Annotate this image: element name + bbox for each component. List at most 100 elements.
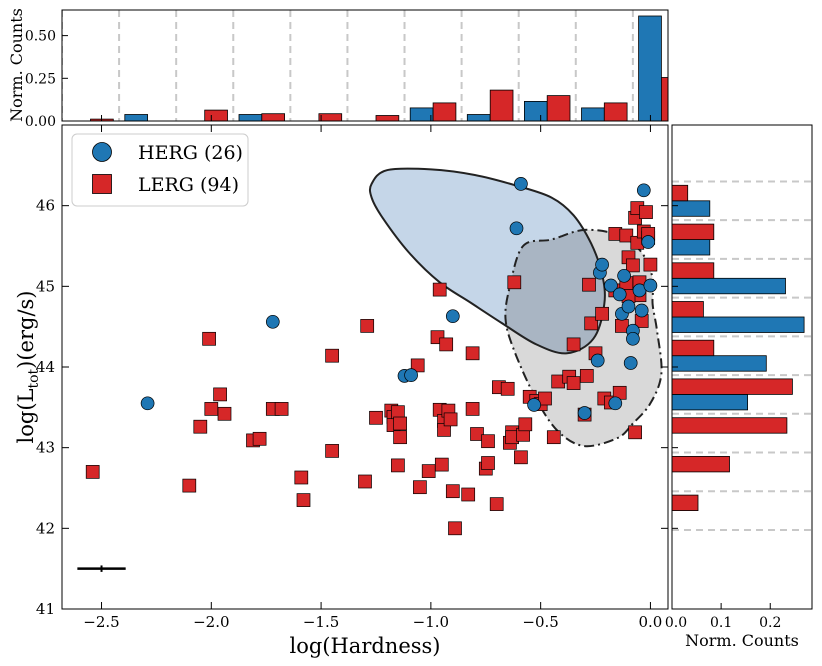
lerg-point: [413, 480, 427, 495]
top-hist-bar-herg: [638, 15, 662, 121]
top-hist-ticks: 0.00 0.25 0.50: [25, 29, 651, 130]
lerg-point: [434, 457, 449, 472]
lerg-point: [410, 358, 425, 373]
right-hist-bar-lerg: [672, 262, 715, 279]
right-hist-bar-herg: [672, 239, 711, 256]
herg-point: [509, 221, 524, 236]
top-hist-bar-herg: [238, 114, 263, 121]
herg-point: [527, 398, 541, 412]
lerg-point: [213, 387, 227, 402]
lerg-point: [391, 458, 405, 473]
herg-point: [608, 396, 623, 411]
herg-point: [265, 314, 280, 329]
top-hist-bar-lerg: [261, 113, 285, 121]
lerg-point: [595, 306, 609, 321]
herg-point: [623, 356, 638, 370]
lerg-point: [204, 402, 219, 416]
right-hist-x-label: Norm. Counts: [685, 631, 799, 650]
lerg-point: [566, 376, 581, 390]
lerg-point: [619, 228, 634, 243]
right-hist-bar-herg: [672, 200, 711, 217]
herg-point: [634, 303, 649, 318]
lerg-point: [628, 425, 642, 440]
top-hist-y-tick-label: 0.00: [25, 114, 56, 130]
lerg-point: [461, 487, 476, 502]
top-hist-bar-herg: [581, 107, 605, 121]
lerg-point: [193, 419, 208, 434]
lerg-point: [448, 521, 462, 536]
herg-point: [445, 309, 460, 324]
lerg-point: [582, 277, 596, 292]
herg-point: [621, 299, 636, 314]
top-hist-bar-herg: [466, 114, 491, 121]
legend-box: [71, 133, 249, 207]
lerg-point: [643, 257, 658, 272]
right-hist-x-tick-label: 0.0: [665, 615, 687, 631]
top-hist-bar-herg: [409, 107, 434, 121]
herg-point: [612, 287, 627, 302]
lerg-point: [369, 410, 383, 425]
top-hist-bar-lerg: [661, 77, 668, 121]
top-hist-frame: [61, 9, 669, 122]
herg-point: [626, 331, 640, 346]
lerg-point: [518, 417, 533, 432]
lerg-point: [439, 337, 454, 352]
x-tick-label: −1.5: [303, 613, 339, 631]
right-hist-bar-lerg: [672, 455, 730, 473]
lerg-point: [445, 484, 460, 499]
top-hist-gridlines: [62, 10, 634, 121]
y-axis-label: log(Ltot)(erg/s): [14, 291, 42, 444]
x-tick-label: −2.0: [193, 613, 229, 631]
herg-point: [617, 268, 631, 283]
herg-point: [641, 235, 656, 249]
lerg-point: [465, 346, 480, 361]
lerg-point: [579, 369, 594, 383]
top-hist-bar-lerg: [603, 102, 628, 121]
right-hist-bar-lerg: [672, 378, 793, 395]
lerg-point: [85, 465, 100, 479]
herg-point: [140, 396, 155, 411]
lerg-point: [252, 431, 267, 446]
lerg-point: [358, 474, 372, 489]
lerg-point: [393, 430, 407, 445]
lerg-point: [538, 391, 552, 406]
right-hist-bar-herg: [672, 316, 805, 333]
lerg-point: [546, 430, 561, 445]
right-hist-bar-herg: [672, 277, 786, 295]
lerg-point: [325, 444, 339, 458]
top-hist-bar-lerg: [489, 89, 514, 121]
right-hist-ticks: 0.0 0.1 0.2: [665, 205, 781, 631]
lerg-point: [489, 497, 504, 511]
lerg-point: [432, 282, 447, 297]
herg-point: [604, 278, 618, 293]
top-hist-bar-lerg: [204, 109, 228, 121]
right-hist-bar-lerg: [672, 184, 689, 202]
lerg-point: [584, 316, 599, 331]
herg-point: [577, 406, 592, 420]
error-bar: [77, 565, 126, 572]
lerg-point: [481, 434, 495, 449]
lerg-point: [202, 331, 216, 346]
legend-herg-label: HERG (26): [138, 142, 243, 164]
contour-overlap-fill: [505, 229, 605, 354]
herg-point: [590, 353, 605, 368]
lerg-point: [514, 450, 528, 465]
right-hist-bar-lerg: [672, 223, 715, 241]
lerg-point: [393, 416, 407, 431]
x-tick-label: −0.5: [522, 613, 558, 631]
right-hist-bar-lerg: [672, 417, 788, 434]
right-hist-bar-lerg: [672, 339, 715, 357]
lerg-point: [274, 402, 289, 416]
right-hist-bar-herg: [672, 393, 748, 411]
right-hist-bar-lerg: [672, 494, 699, 512]
y-tick-label: 42: [36, 519, 55, 537]
lerg-point: [325, 348, 339, 363]
top-hist-bar-herg: [524, 101, 548, 121]
herg-point: [404, 368, 418, 382]
lerg-point: [626, 258, 640, 273]
lerg-point: [421, 464, 436, 478]
right-hist-bar-herg: [672, 355, 767, 372]
lerg-point: [500, 381, 515, 396]
right-hist-bar-lerg: [672, 301, 704, 318]
y-tick-label: 43: [36, 439, 55, 457]
